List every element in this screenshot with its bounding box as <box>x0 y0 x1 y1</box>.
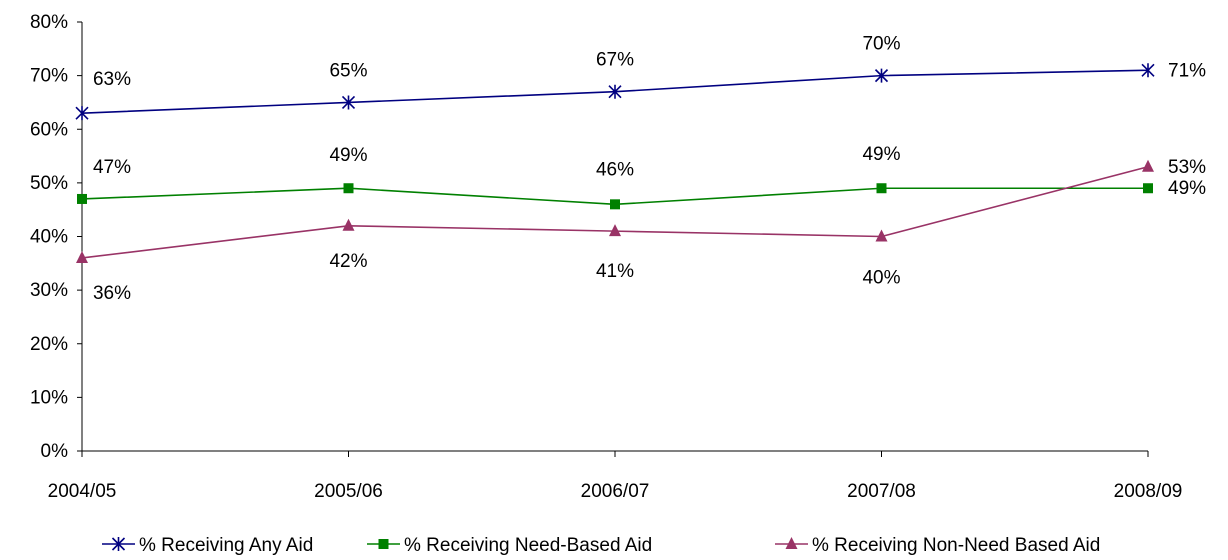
series-line <box>81 166 1149 259</box>
y-axis-ticks: 0% 10% 20% 30% 40% 50% 60% 70% 80% <box>30 12 82 462</box>
data-point <box>608 84 622 99</box>
data-label: 63% <box>93 69 131 90</box>
legend-item: % Receiving Non-Need Based Aid <box>775 535 1100 556</box>
data-point <box>1141 63 1155 78</box>
x-tick-label: 2006/07 <box>581 481 650 502</box>
legend-label: % Receiving Non-Need Based Aid <box>812 535 1100 556</box>
series-1 <box>75 63 1155 121</box>
data-label: 67% <box>596 50 634 71</box>
y-tick-label: 0% <box>41 441 69 462</box>
legend-label: % Receiving Any Aid <box>139 535 313 556</box>
data-label: 47% <box>93 157 131 178</box>
x-tick-label: 2005/06 <box>314 481 383 502</box>
data-point <box>343 183 354 194</box>
data-label: 42% <box>329 251 367 272</box>
data-label: 41% <box>596 261 634 282</box>
data-point <box>342 218 355 231</box>
series-2 <box>77 183 1153 210</box>
y-tick-label: 50% <box>30 173 68 194</box>
data-point <box>1142 159 1154 172</box>
y-tick-label: 60% <box>30 119 68 140</box>
data-point <box>609 224 621 237</box>
data-label: 36% <box>93 283 131 304</box>
legend-marker <box>378 539 389 549</box>
data-label: 65% <box>329 60 367 81</box>
chart-legend: % Receiving Any Aid % Receiving Need-Base… <box>102 535 1100 556</box>
y-tick-label: 20% <box>30 334 68 355</box>
chart-series <box>75 63 1155 263</box>
data-point <box>77 193 87 204</box>
legend-marker <box>785 537 798 549</box>
y-tick-label: 40% <box>30 227 68 248</box>
data-labels: 63% 65% 67% 70% 71% 47% 49% 46% 49% 49% 36% 42% 41% 4… <box>93 34 1206 304</box>
legend-item: % Receiving Any Aid <box>102 535 313 556</box>
data-label: 40% <box>862 268 900 289</box>
y-tick-label: 10% <box>30 387 68 408</box>
series-3 <box>76 159 1154 263</box>
data-label: 49% <box>862 144 900 165</box>
data-label: 46% <box>596 159 634 180</box>
data-label: 49% <box>329 145 367 166</box>
data-point <box>76 250 88 263</box>
legend-label: % Receiving Need-Based Aid <box>404 535 652 556</box>
x-tick-label: 2007/08 <box>847 481 916 502</box>
data-point <box>1143 183 1153 194</box>
y-tick-label: 80% <box>30 12 68 33</box>
y-tick-label: 30% <box>30 280 68 301</box>
legend-item: % Receiving Need-Based Aid <box>367 535 652 556</box>
x-tick-label: 2008/09 <box>1114 481 1183 502</box>
data-point <box>610 199 620 210</box>
data-label: 71% <box>1168 60 1206 81</box>
legend-marker <box>111 537 126 551</box>
data-point <box>876 183 887 194</box>
data-label: 53% <box>1168 157 1206 178</box>
data-point <box>75 106 89 121</box>
data-label: 49% <box>1168 178 1206 199</box>
x-tick-label: 2004/05 <box>48 481 117 502</box>
y-tick-label: 70% <box>30 66 68 87</box>
data-label: 70% <box>862 34 900 55</box>
data-point <box>875 229 888 242</box>
x-axis-ticks: 2004/05 2005/06 2006/07 2007/08 2008/09 <box>48 451 1183 502</box>
data-point <box>874 68 889 83</box>
data-point <box>341 95 356 110</box>
